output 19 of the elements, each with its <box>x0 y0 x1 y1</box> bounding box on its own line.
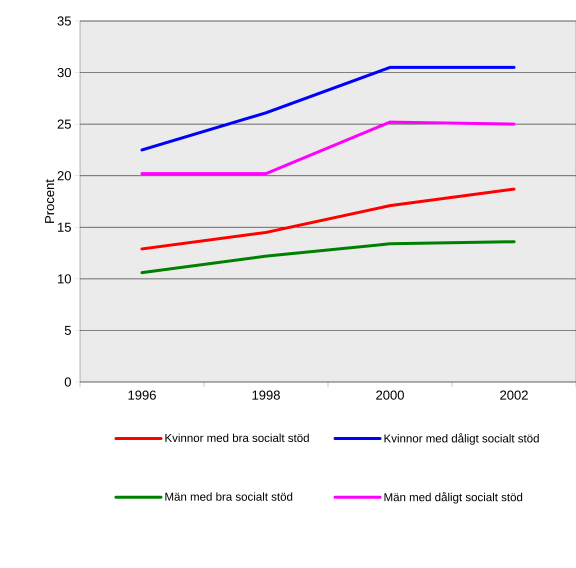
y-tick-label: 15 <box>58 222 71 232</box>
y-axis-title: Procent <box>45 179 54 223</box>
x-tick-label: 1998 <box>252 390 280 400</box>
legend-label: Män med bra socialt stöd <box>165 492 292 501</box>
y-tick-label: 30 <box>58 68 71 78</box>
y-tick-label: 20 <box>58 171 71 180</box>
legend-label: Män med dåligt socialt stöd <box>384 492 522 504</box>
x-tick-label: 2000 <box>376 390 404 400</box>
legend-label: Kvinnor med dåligt socialt stöd <box>384 433 539 445</box>
line-series <box>140 240 516 274</box>
y-tick-label: 25 <box>58 120 71 129</box>
y-tick-label: 35 <box>58 16 71 26</box>
y-tick-label: 0 <box>64 377 71 387</box>
x-tick-label: 1996 <box>128 390 156 400</box>
y-tick-label: 5 <box>64 326 71 335</box>
y-tick-label: 10 <box>58 274 71 284</box>
line-series <box>140 188 516 250</box>
legend-label: Kvinnor med bra socialt stöd <box>165 434 309 442</box>
x-tick-label: 2002 <box>500 390 528 400</box>
